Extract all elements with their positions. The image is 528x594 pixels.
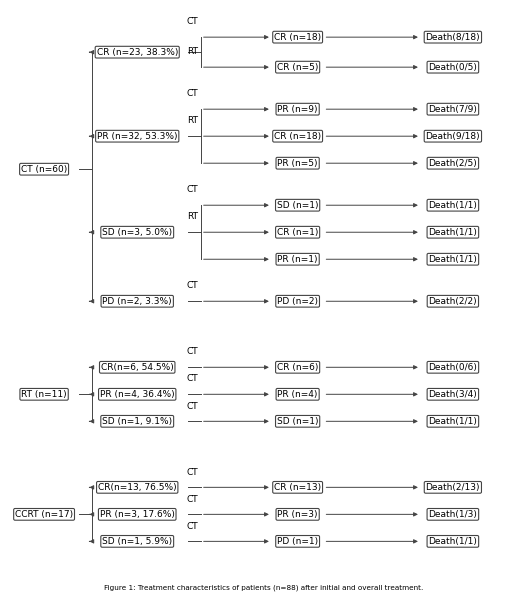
Text: CT: CT — [187, 495, 199, 504]
Text: PR (n=1): PR (n=1) — [277, 255, 318, 264]
Text: CR (n=13): CR (n=13) — [274, 483, 321, 492]
Text: RT: RT — [187, 116, 199, 125]
Text: CT: CT — [187, 467, 199, 476]
Text: Death(7/9): Death(7/9) — [428, 105, 477, 113]
Text: PR (n=4): PR (n=4) — [277, 390, 318, 399]
Text: SD (n=3, 5.0%): SD (n=3, 5.0%) — [102, 228, 172, 237]
Text: PD (n=1): PD (n=1) — [277, 537, 318, 546]
Text: Death(2/2): Death(2/2) — [429, 297, 477, 306]
Text: CT: CT — [187, 374, 199, 384]
Text: Death(1/1): Death(1/1) — [428, 201, 477, 210]
Text: SD (n=1, 9.1%): SD (n=1, 9.1%) — [102, 417, 172, 426]
Text: Death(9/18): Death(9/18) — [426, 132, 480, 141]
Text: CR (n=6): CR (n=6) — [277, 363, 318, 372]
Text: RT: RT — [187, 213, 199, 222]
Text: CR (n=1): CR (n=1) — [277, 228, 318, 237]
Text: CR (n=18): CR (n=18) — [274, 33, 321, 42]
Text: CR(n=13, 76.5%): CR(n=13, 76.5%) — [98, 483, 176, 492]
Text: CT: CT — [187, 402, 199, 410]
Text: Death(8/18): Death(8/18) — [426, 33, 480, 42]
Text: CT: CT — [187, 522, 199, 530]
Text: CR (n=18): CR (n=18) — [274, 132, 321, 141]
Text: PR (n=4, 36.4%): PR (n=4, 36.4%) — [100, 390, 175, 399]
Text: Death(0/5): Death(0/5) — [428, 62, 477, 72]
Text: Death(2/13): Death(2/13) — [426, 483, 480, 492]
Text: Death(1/1): Death(1/1) — [428, 537, 477, 546]
Text: CT: CT — [187, 347, 199, 356]
Text: Death(1/1): Death(1/1) — [428, 417, 477, 426]
Text: CCRT (n=17): CCRT (n=17) — [15, 510, 73, 519]
Text: CT: CT — [187, 185, 199, 194]
Text: PR (n=3): PR (n=3) — [277, 510, 318, 519]
Text: CR (n=23, 38.3%): CR (n=23, 38.3%) — [97, 48, 178, 56]
Text: CT: CT — [187, 282, 199, 290]
Text: CR(n=6, 54.5%): CR(n=6, 54.5%) — [101, 363, 174, 372]
Text: RT: RT — [187, 48, 199, 56]
Text: PR (n=32, 53.3%): PR (n=32, 53.3%) — [97, 132, 177, 141]
Text: CT: CT — [187, 17, 199, 26]
Text: Death(2/5): Death(2/5) — [429, 159, 477, 168]
Text: CR (n=5): CR (n=5) — [277, 62, 318, 72]
Text: SD (n=1): SD (n=1) — [277, 417, 318, 426]
Text: PR (n=9): PR (n=9) — [277, 105, 318, 113]
Text: Death(1/1): Death(1/1) — [428, 228, 477, 237]
Text: Figure 1: Treatment characteristics of patients (n=88) after initial and overall: Figure 1: Treatment characteristics of p… — [105, 584, 423, 591]
Text: PD (n=2, 3.3%): PD (n=2, 3.3%) — [102, 297, 172, 306]
Text: PR (n=3, 17.6%): PR (n=3, 17.6%) — [100, 510, 175, 519]
Text: Death(1/3): Death(1/3) — [428, 510, 477, 519]
Text: Death(0/6): Death(0/6) — [428, 363, 477, 372]
Text: SD (n=1, 5.9%): SD (n=1, 5.9%) — [102, 537, 172, 546]
Text: CT: CT — [187, 89, 199, 99]
Text: PR (n=5): PR (n=5) — [277, 159, 318, 168]
Text: PD (n=2): PD (n=2) — [277, 297, 318, 306]
Text: RT (n=11): RT (n=11) — [21, 390, 67, 399]
Text: Death(1/1): Death(1/1) — [428, 255, 477, 264]
Text: Death(3/4): Death(3/4) — [429, 390, 477, 399]
Text: SD (n=1): SD (n=1) — [277, 201, 318, 210]
Text: CT (n=60): CT (n=60) — [21, 165, 67, 173]
